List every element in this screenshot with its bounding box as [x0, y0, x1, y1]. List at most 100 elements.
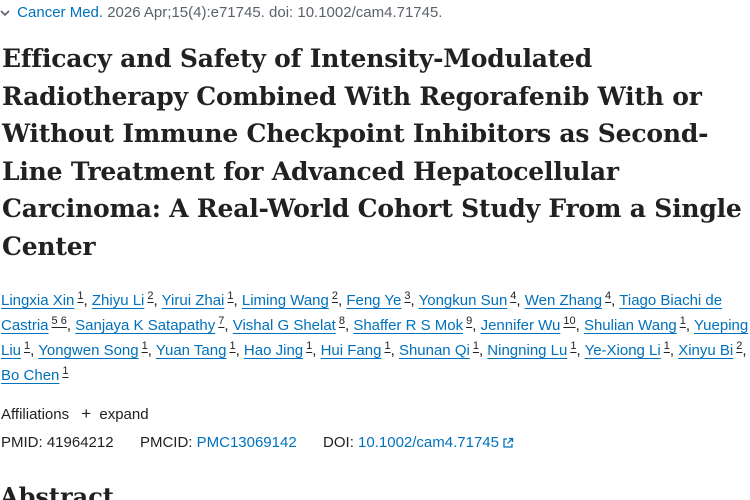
author-name-link[interactable]: Yuan Tang — [155, 342, 227, 359]
pmcid-label: PMCID: — [139, 434, 193, 451]
author-name-link[interactable]: Zhiyu Li — [91, 292, 145, 309]
author-name-link[interactable]: Lingxia Xin — [1, 292, 75, 309]
affiliation-number[interactable]: 3 — [404, 290, 411, 302]
author-name-link[interactable]: Vishal G Shelat — [232, 317, 336, 334]
author-separator: , — [235, 342, 244, 359]
affiliation-number[interactable]: 1 — [77, 290, 84, 302]
author-separator: , — [30, 342, 39, 359]
external-link-icon — [502, 434, 514, 456]
identifiers-row: PMID: 41964212 PMCID: PMC13069142 DOI: 1… — [1, 432, 514, 456]
author-entry: Yirui Zhai 1, — [161, 290, 242, 310]
affiliation-number[interactable]: 8 — [338, 315, 345, 327]
author-entry: Bo Chen 1 — [1, 365, 69, 385]
author-separator: , — [669, 342, 679, 359]
author-separator: , — [66, 317, 76, 334]
author-separator: , — [516, 292, 525, 309]
author-name-link[interactable]: Wen Zhang — [524, 292, 603, 309]
author-entry: Yuan Tang 1, — [155, 340, 244, 360]
author-entry: Wen Zhang 4, — [524, 290, 620, 310]
author-entry: Hao Jing 1, — [243, 340, 321, 360]
author-entry: Yongwen Song 1, — [38, 340, 156, 360]
author-name-link[interactable]: Yongkun Sun — [418, 292, 508, 309]
affiliation-number[interactable]: 1 — [679, 315, 686, 327]
affiliation-number[interactable]: 2 — [736, 340, 743, 352]
author-separator: , — [472, 317, 481, 334]
author-name-link[interactable]: Liming Wang — [241, 292, 329, 309]
author-name-link[interactable]: Yueping Liu — [1, 317, 749, 359]
pmcid-link[interactable]: PMC13069142 — [196, 434, 297, 451]
author-name-link[interactable]: Ye-Xiong Li — [584, 342, 661, 359]
author-name-link[interactable]: Hui Fang — [320, 342, 382, 359]
author-entry: Shulian Wang 1, — [583, 315, 694, 335]
author-separator: , — [576, 342, 585, 359]
affiliation-number[interactable]: 5 6 — [51, 315, 67, 327]
affiliation-number[interactable]: 1 — [227, 290, 234, 302]
article-title: Efficacy and Safety of Intensity-Modulat… — [2, 44, 742, 261]
affiliation-number[interactable]: 1 — [141, 340, 148, 352]
author-name-link[interactable]: Jennifer Wu — [480, 317, 561, 334]
author-entry: Lingxia Xin 1, — [1, 290, 92, 310]
author-entry: Shunan Qi 1, — [398, 340, 487, 360]
author-name-link[interactable]: Shulian Wang — [583, 317, 677, 334]
plus-icon[interactable]: + — [81, 404, 92, 423]
author-separator: , — [344, 317, 354, 334]
author-separator: , — [742, 342, 747, 359]
affiliation-number[interactable]: 2 — [147, 290, 154, 302]
affiliation-number[interactable]: 1 — [229, 340, 236, 352]
author-entry: Jennifer Wu 10, — [480, 315, 584, 335]
affiliation-number[interactable]: 1 — [62, 365, 69, 377]
chevron-down-icon[interactable] — [0, 1, 13, 23]
author-name-link[interactable]: Shunan Qi — [398, 342, 470, 359]
affiliations-row: Affiliations + expand — [1, 403, 149, 426]
author-entry: Ye-Xiong Li 1, — [584, 340, 679, 360]
pmid-value: 41964212 — [46, 434, 114, 451]
author-separator: , — [410, 292, 419, 309]
author-entry: Shaffer R S Mok 9, — [353, 315, 481, 335]
affiliation-number[interactable]: 7 — [218, 315, 225, 327]
author-separator: , — [575, 317, 584, 334]
citation-line: Cancer Med. 2026 Apr;15(4):e71745. doi: … — [0, 1, 442, 24]
author-name-link[interactable]: Ningning Lu — [487, 342, 568, 359]
author-name-link[interactable]: Bo Chen — [1, 367, 60, 384]
author-entry: Feng Ye 3, — [346, 290, 419, 310]
affiliation-number[interactable]: 1 — [472, 340, 479, 352]
author-name-link[interactable]: Yongwen Song — [38, 342, 139, 359]
affiliation-number[interactable]: 1 — [663, 340, 670, 352]
abstract-heading: Abstract — [0, 482, 114, 500]
affiliation-number[interactable]: 1 — [24, 340, 31, 352]
author-entry: Vishal G Shelat 8, — [232, 315, 354, 335]
affiliation-number[interactable]: 10 — [563, 315, 576, 327]
author-entry: Ningning Lu 1, — [487, 340, 585, 360]
author-separator: , — [233, 292, 242, 309]
author-name-link[interactable]: Feng Ye — [346, 292, 402, 309]
author-name-link[interactable]: Sanjaya K Satapathy — [75, 317, 216, 334]
affiliation-number[interactable]: 1 — [570, 340, 577, 352]
affiliation-number[interactable]: 1 — [306, 340, 313, 352]
affiliation-number[interactable]: 4 — [605, 290, 612, 302]
affiliation-number[interactable]: 4 — [510, 290, 517, 302]
affiliation-number[interactable]: 1 — [384, 340, 391, 352]
author-name-link[interactable]: Xinyu Bi — [678, 342, 734, 359]
author-entry: Tiago Biachi de Castria 5 6, — [1, 292, 722, 334]
author-separator: , — [83, 292, 92, 309]
journal-link[interactable]: Cancer Med. — [17, 4, 104, 21]
affiliation-number[interactable]: 2 — [331, 290, 338, 302]
author-separator: , — [611, 292, 620, 309]
author-separator: , — [147, 342, 156, 359]
author-name-link[interactable]: Yirui Zhai — [161, 292, 225, 309]
doi-link[interactable]: 10.1002/cam4.71745 — [358, 434, 514, 451]
pmid-label: PMID: — [1, 434, 43, 451]
author-entry: Liming Wang 2, — [241, 290, 347, 310]
author-entry: Sanjaya K Satapathy 7, — [75, 315, 233, 335]
affiliation-number[interactable]: 9 — [466, 315, 473, 327]
author-separator: , — [224, 317, 233, 334]
expand-affiliations-button[interactable]: expand — [99, 406, 149, 423]
author-separator: , — [337, 292, 347, 309]
author-entry: Hui Fang 1, — [320, 340, 399, 360]
author-name-link[interactable]: Shaffer R S Mok — [353, 317, 464, 334]
affiliations-label: Affiliations — [1, 406, 70, 423]
author-name-link[interactable]: Tiago Biachi de Castria — [1, 292, 723, 334]
author-list: Lingxia Xin 1, Zhiyu Li 2, Yirui Zhai 1, Li… — [1, 288, 749, 388]
author-name-link[interactable]: Hao Jing — [243, 342, 304, 359]
citation-details: 2026 Apr;15(4):e71745. doi: 10.1002/cam4… — [107, 4, 443, 21]
